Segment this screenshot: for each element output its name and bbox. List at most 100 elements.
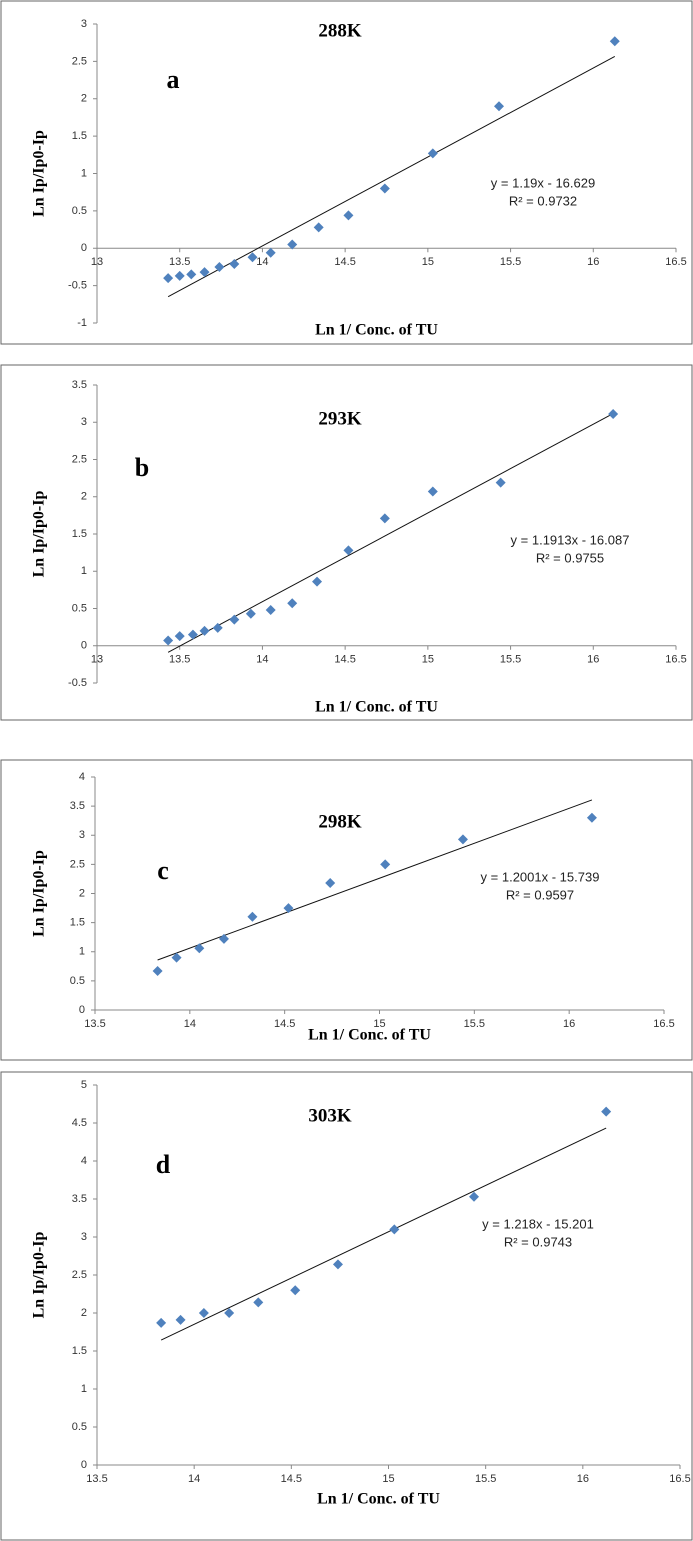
x-tick-label: 15 xyxy=(422,654,434,666)
x-tick-label: 16.5 xyxy=(669,1473,690,1485)
y-tick-label: 1.5 xyxy=(72,130,87,142)
y-tick-label: 0 xyxy=(81,242,87,254)
x-tick-label: 15.5 xyxy=(475,1473,496,1485)
data-point xyxy=(174,631,185,642)
data-point xyxy=(343,545,354,556)
data-point xyxy=(156,1317,167,1328)
y-tick-label: 3.5 xyxy=(72,1193,87,1205)
r-squared: R² = 0.9597 xyxy=(506,887,574,902)
x-tick-label: 13 xyxy=(91,654,103,666)
y-tick-label: 4.5 xyxy=(72,1117,87,1129)
trend-equation: y = 1.2001x - 15.739 xyxy=(481,869,600,884)
data-point xyxy=(586,812,597,823)
y-tick-label: 3.5 xyxy=(72,379,87,391)
y-tick-label: 0.5 xyxy=(70,975,85,987)
panel-frame xyxy=(0,1071,693,1541)
x-axis-title: Ln 1/ Conc. of TU xyxy=(308,1027,431,1044)
data-point xyxy=(199,267,210,278)
y-tick-label: 2 xyxy=(81,1307,87,1319)
panel-label-bg xyxy=(128,1139,198,1195)
y-tick-label: 5 xyxy=(81,1079,87,1091)
x-tick-label: 15 xyxy=(373,1018,385,1030)
x-axis-title: Ln 1/ Conc. of TU xyxy=(315,322,438,339)
x-tick-label: 13 xyxy=(91,256,103,268)
y-tick-label: 0.5 xyxy=(72,1421,87,1433)
x-tick-label: 15.5 xyxy=(500,256,521,268)
data-point xyxy=(199,625,210,636)
data-point xyxy=(186,269,197,280)
data-point xyxy=(175,1314,186,1325)
data-point xyxy=(265,604,276,615)
chart-title: 303K xyxy=(308,1105,352,1126)
y-tick-label: 0 xyxy=(81,1459,87,1471)
data-point xyxy=(218,933,229,944)
data-point xyxy=(187,629,198,640)
data-point xyxy=(214,261,225,272)
y-tick-label: 0.5 xyxy=(72,602,87,614)
data-point xyxy=(608,409,619,420)
chart-panel: -0.5 0 0.5 1 1.5 2 2.5 3 3.5 13 13.5 14 14.5 15 15.5 16… xyxy=(0,364,693,721)
y-tick-label: 0.5 xyxy=(72,205,87,217)
r-squared: R² = 0.9732 xyxy=(509,193,577,208)
y-axis-title: Ln Ip/Ip0-Ip xyxy=(31,1232,48,1319)
y-tick-label: 3 xyxy=(81,416,87,428)
data-point xyxy=(312,576,323,587)
x-tick-label: 14 xyxy=(184,1018,196,1030)
x-tick-label: 14 xyxy=(256,256,268,268)
data-point xyxy=(247,252,258,263)
data-point xyxy=(171,952,182,963)
x-tick-label: 13.5 xyxy=(169,256,190,268)
x-tick-label: 14.5 xyxy=(274,1018,295,1030)
data-point xyxy=(287,598,298,609)
x-tick-label: 15 xyxy=(382,1473,394,1485)
data-point xyxy=(247,911,258,922)
x-tick-label: 16 xyxy=(587,654,599,666)
y-tick-label: 1 xyxy=(81,167,87,179)
data-point xyxy=(245,608,256,619)
y-tick-label: 2 xyxy=(79,887,85,899)
data-point xyxy=(313,222,324,233)
y-tick-label: 2.5 xyxy=(70,858,85,870)
data-point xyxy=(495,477,506,488)
y-tick-label: 4 xyxy=(79,771,85,783)
y-tick-label: 1.5 xyxy=(72,528,87,540)
data-point xyxy=(493,101,504,112)
data-point xyxy=(379,513,390,524)
y-tick-label: 1 xyxy=(81,565,87,577)
y-axis-title: Ln Ip/Ip0-Ip xyxy=(31,130,48,217)
x-tick-label: 16 xyxy=(577,1473,589,1485)
y-tick-label: 1.5 xyxy=(72,1345,87,1357)
y-tick-label: 1 xyxy=(81,1383,87,1395)
data-point xyxy=(198,1308,209,1318)
data-point xyxy=(601,1106,612,1117)
y-tick-label: 3.5 xyxy=(70,800,85,812)
panel-label: b xyxy=(135,453,149,482)
x-tick-label: 16.5 xyxy=(665,256,686,268)
x-axis-title: Ln 1/ Conc. of TU xyxy=(317,1491,440,1508)
panel-label-bg xyxy=(138,54,208,110)
trendline xyxy=(167,56,616,298)
data-point xyxy=(427,148,438,159)
x-tick-label: 14 xyxy=(256,654,268,666)
x-tick-label: 16.5 xyxy=(665,654,686,666)
data-point xyxy=(290,1285,301,1296)
trend-equation: y = 1.19x - 16.629 xyxy=(491,175,595,190)
trend-equation: y = 1.218x - 15.201 xyxy=(482,1216,594,1231)
data-point xyxy=(380,859,391,870)
data-point xyxy=(343,210,354,221)
data-point xyxy=(152,965,163,976)
y-axis-title: Ln Ip/Ip0-Ip xyxy=(31,491,48,578)
y-tick-label: 3 xyxy=(81,18,87,30)
x-tick-label: 13.5 xyxy=(169,654,190,666)
x-tick-label: 14.5 xyxy=(334,256,355,268)
y-axis-title: Ln Ip/Ip0-Ip xyxy=(31,850,48,937)
x-tick-label: 13.5 xyxy=(86,1473,107,1485)
data-point xyxy=(427,486,438,497)
x-axis-title: Ln 1/ Conc. of TU xyxy=(315,699,438,716)
data-point xyxy=(229,614,240,625)
data-point xyxy=(265,247,276,258)
x-tick-label: 16.5 xyxy=(653,1018,674,1030)
chart-title: 293K xyxy=(318,408,362,429)
y-tick-label: 3 xyxy=(81,1231,87,1243)
panel-frame xyxy=(0,0,693,345)
